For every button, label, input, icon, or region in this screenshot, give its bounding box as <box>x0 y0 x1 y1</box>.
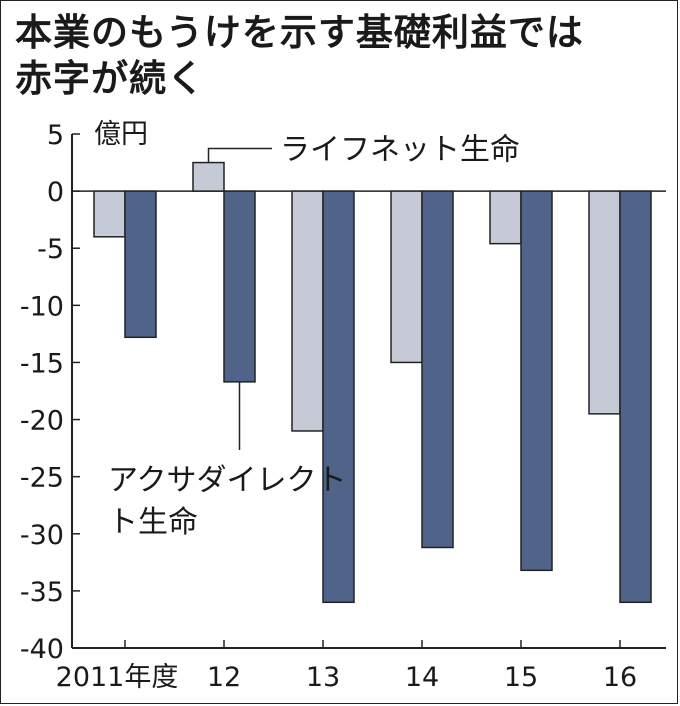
x-tick-label: 12 <box>207 662 241 693</box>
bar-lifenet <box>291 190 324 432</box>
y-tick-label: -30 <box>20 520 64 551</box>
y-tick-label: -35 <box>20 577 64 608</box>
bar-lifenet <box>93 190 126 238</box>
y-tick-label: -40 <box>20 634 64 665</box>
bar-axa-direct <box>124 190 157 339</box>
x-tick-label: 15 <box>504 662 538 693</box>
bar-axa-direct <box>619 190 652 604</box>
series-label-lifenet: ライフネット生命 <box>280 133 520 168</box>
bar-axa-direct <box>223 190 256 383</box>
y-tick-label: -15 <box>20 348 64 379</box>
bar-axa-direct <box>322 190 355 604</box>
bar-axa-direct <box>520 190 553 572</box>
x-tick-label: 2011年度 <box>56 662 179 693</box>
x-tick-label: 14 <box>405 662 439 693</box>
y-unit-label: 億円 <box>94 119 148 150</box>
y-tick-label: 5 <box>47 120 64 151</box>
bar-axa-direct <box>421 190 454 549</box>
chart-title-line-1: 本業のもうけを示す基礎利益では <box>15 11 584 54</box>
series-label-axa-line-1: アクサダイレクト <box>108 463 347 498</box>
y-tick-label: -20 <box>20 406 64 437</box>
bar-lifenet <box>192 161 225 192</box>
bar-lifenet <box>489 190 522 245</box>
bar-lifenet <box>588 190 621 415</box>
y-tick-label: -10 <box>20 291 64 322</box>
series-label-axa-line-2: ト生命 <box>108 505 198 540</box>
bar-lifenet <box>390 190 423 364</box>
lifenet-leader-line <box>207 147 272 163</box>
chart-title-line-2: 赤字が続く <box>15 57 205 100</box>
y-tick-label: 0 <box>47 177 64 208</box>
x-tick-label: 16 <box>603 662 637 693</box>
y-tick-label: -25 <box>20 463 64 494</box>
x-tick-label: 13 <box>306 662 340 693</box>
y-tick-label: -5 <box>37 234 64 265</box>
